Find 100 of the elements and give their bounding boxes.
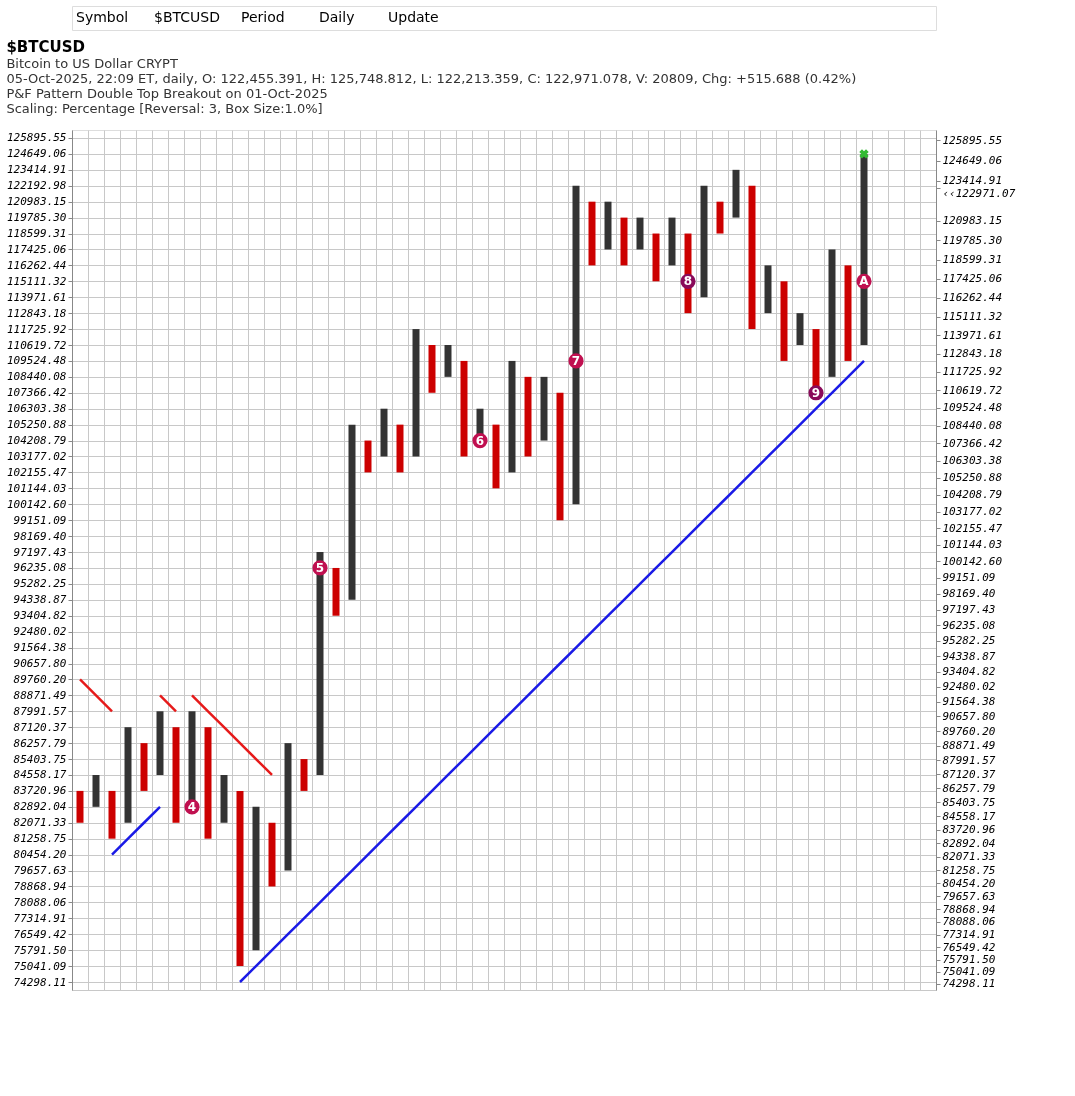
y2-tick-label: 78088.06 — [942, 915, 996, 929]
y-tick-label: 100142.60 — [6, 497, 67, 511]
y2-tick-label: 93404.82 — [942, 665, 996, 679]
y-tick-label: 97197.43 — [13, 545, 67, 559]
y2-tick-label: 75791.50 — [942, 953, 996, 967]
bar — [588, 201, 596, 266]
y2-tick-label: 84558.17 — [942, 809, 996, 823]
y-tick-label: 87991.57 — [13, 704, 67, 718]
series-label: 9 — [811, 385, 821, 400]
y2-tick-label: 96235.08 — [942, 618, 996, 632]
text: Update — [388, 9, 439, 25]
y2-tick-label: 78868.94 — [942, 902, 996, 916]
y-tick-label: 81258.75 — [13, 832, 67, 846]
y2-tick-label: 117425.06 — [942, 272, 1003, 286]
y-tick-label: 93404.82 — [13, 609, 67, 623]
bar — [460, 360, 468, 457]
y-tick-label: 107366.42 — [6, 386, 67, 400]
bar — [348, 424, 356, 600]
y-tick-label: 102155.47 — [6, 465, 67, 479]
y-tick-label: 84558.17 — [13, 768, 67, 782]
y-tick-label: 77314.91 — [13, 911, 67, 925]
y2-tick-label: 92480.02 — [942, 680, 996, 694]
bar — [508, 360, 516, 473]
y-tick-label: 76549.42 — [13, 927, 67, 941]
bar — [780, 281, 788, 361]
y-tick-label: 90657.80 — [13, 657, 67, 671]
bar — [556, 392, 564, 521]
y2-tick-label: 85403.75 — [942, 795, 996, 809]
y2-tick-label: 79657.63 — [942, 889, 996, 903]
bar — [524, 376, 532, 457]
y2-tick-label: ‹‹122971.07 — [942, 186, 1016, 200]
bar — [764, 265, 772, 314]
bar — [828, 249, 836, 377]
y-tick-label: 112843.18 — [6, 306, 67, 320]
point — [859, 149, 869, 159]
y2-tick-label: 107366.42 — [942, 436, 1003, 450]
bar — [284, 743, 292, 871]
bar — [204, 727, 212, 839]
y-tick-label: 96235.08 — [13, 561, 67, 575]
bar — [108, 790, 116, 839]
bar — [396, 424, 404, 473]
bar — [412, 329, 420, 457]
y2-tick-label: 82892.04 — [942, 836, 996, 850]
y2-tick-label: 118599.31 — [942, 253, 1003, 267]
bar — [844, 265, 852, 361]
y2-tick-label: 110619.72 — [942, 383, 1003, 397]
series-label: A — [859, 274, 870, 289]
y-tick-label: 124649.06 — [6, 147, 67, 161]
text: P&F Pattern Double Top Breakout on 01-Oct-2025 — [6, 86, 328, 101]
series-label: 7 — [571, 353, 581, 368]
bar — [444, 345, 452, 377]
y2-tick-label: 116262.44 — [942, 291, 1003, 305]
bar — [380, 408, 388, 457]
bar — [716, 201, 724, 234]
y-tick-label: 75791.50 — [13, 943, 67, 957]
y-tick-label: 106303.38 — [6, 402, 67, 416]
y2-tick-label: 82071.33 — [942, 850, 996, 864]
y2-tick-label: 77314.91 — [942, 928, 996, 942]
y-tick-label: 85403.75 — [13, 752, 67, 766]
text: Scaling: Percentage [Reversal: 3, Box Size:1.0%] — [6, 101, 323, 116]
text: Period — [241, 9, 285, 25]
y-tick-label: 91564.38 — [13, 641, 67, 655]
bar — [748, 185, 756, 330]
text: Daily — [319, 9, 355, 25]
y2-tick-label: 105250.88 — [942, 471, 1003, 485]
bar — [652, 233, 660, 282]
y2-tick-label: 100142.60 — [942, 554, 1003, 568]
bar — [140, 743, 148, 791]
y2-tick-label: 87991.57 — [942, 753, 996, 767]
y2-tick-label: 94338.87 — [942, 649, 996, 663]
y-tick-label: 108440.08 — [6, 370, 67, 384]
y-tick-label: 122192.98 — [6, 179, 67, 193]
y2-tick-label: 97197.43 — [942, 603, 996, 617]
bar — [732, 169, 740, 218]
line-series — [190, 694, 274, 777]
y-tick-label: 116262.44 — [6, 258, 67, 272]
series-label: 8 — [683, 274, 693, 289]
y2-tick-label: 88871.49 — [942, 739, 996, 753]
y2-tick-label: 111725.92 — [942, 365, 1003, 379]
y-tick-label: 104208.79 — [6, 434, 67, 448]
y-tick-label: 125895.55 — [6, 131, 67, 145]
y2-tick-label: 75041.09 — [942, 965, 996, 979]
y2-tick-label: 81258.75 — [942, 863, 996, 877]
bar — [252, 806, 260, 951]
bar — [668, 217, 676, 266]
y-tick-label: 88871.49 — [13, 688, 67, 702]
y-tick-label: 99151.09 — [13, 513, 67, 527]
bar — [604, 201, 612, 250]
text: 05-Oct-2025, 22:09 ET, daily, O: 122,455.391, H: 125,748.812, L: 122,213.359, C: 122,971.078, V: 20809, Chg: +515.688 (0.42%) — [6, 71, 857, 86]
bar — [124, 727, 132, 823]
y-tick-label: 87120.37 — [13, 720, 67, 734]
y2-tick-label: 119785.30 — [942, 233, 1003, 247]
bar — [492, 424, 500, 489]
bar — [428, 345, 436, 393]
bar — [332, 567, 340, 616]
y-tick-label: 82071.33 — [13, 816, 67, 830]
y-tick-label: 115111.32 — [6, 274, 67, 288]
bar — [572, 185, 580, 505]
y2-tick-label: 103177.02 — [942, 505, 1003, 519]
bar — [300, 759, 308, 791]
